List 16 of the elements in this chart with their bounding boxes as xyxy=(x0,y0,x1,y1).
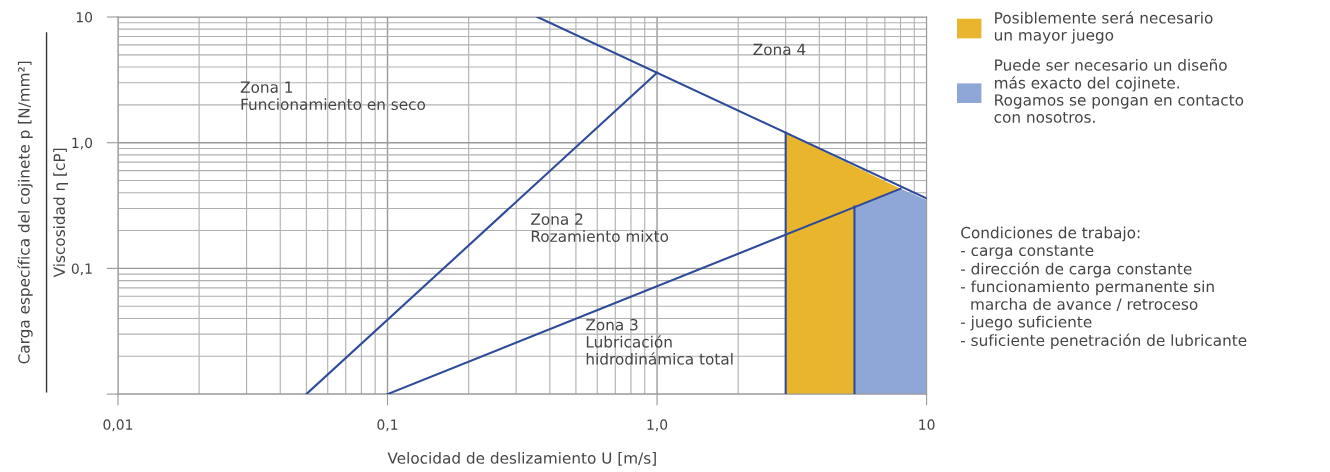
x-tick-label: 10 xyxy=(919,419,935,430)
x-tick-label: 0,01 xyxy=(103,419,133,432)
x-tick-label: 1,0 xyxy=(647,419,668,432)
y-tick-label: 0,1 xyxy=(71,263,92,276)
annotation: Zona 3 Lubricación hidrodinámica total xyxy=(586,318,733,365)
y-tick-label: 1,0 xyxy=(72,137,93,150)
text: Carga específica del cojinete p [N/mm²] Viscosidad η [cP] xyxy=(17,61,68,364)
x-axis-title: Velocidad de deslizamiento U [m/s] xyxy=(387,452,656,466)
y-tick-label: 10 xyxy=(76,11,93,23)
legend-label: Posiblemente será necesario un mayor juego xyxy=(994,11,1213,44)
x-tick-label: 0,1 xyxy=(377,419,398,432)
text: Condiciones de trabajo: - carga constante - dirección de carga constante - funcionamiento permanente sin marcha de avance / retroceso - juego suficiente - suficiente penetración de lubricante xyxy=(961,226,1247,349)
annotation: Zona 1 Funcionamiento en seco xyxy=(240,81,426,111)
annotation: Zona 2 Rozamiento mixto xyxy=(531,213,669,243)
legend-label: Puede ser necesario un diseño más exacto del cojinete. Rogamos se pongan en contacto con nosotros. xyxy=(994,58,1244,123)
annotation: Zona 4 xyxy=(753,43,806,56)
